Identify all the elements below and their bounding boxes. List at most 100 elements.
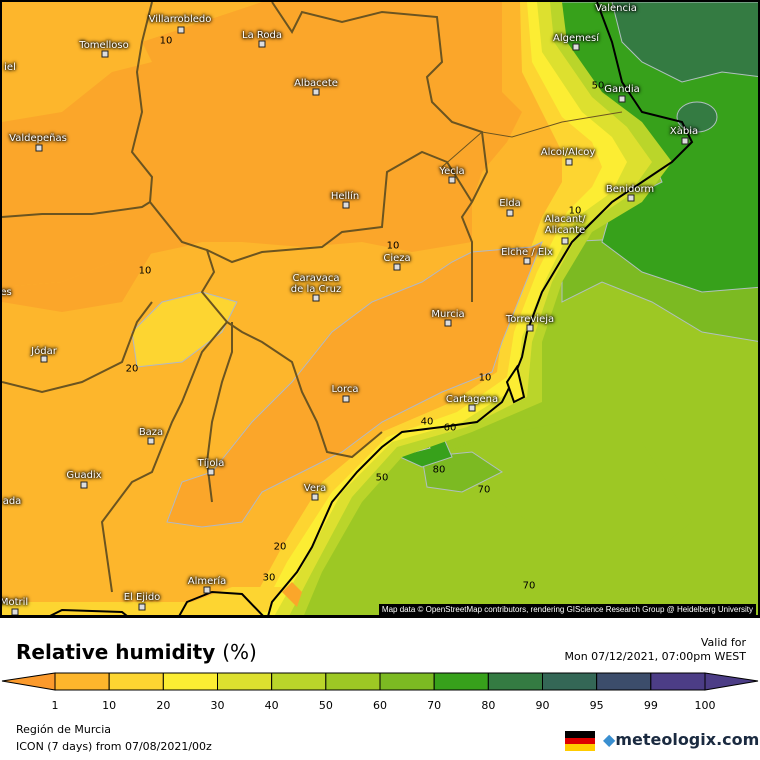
city-marker: [393, 263, 401, 271]
city-marker: [618, 95, 626, 103]
legend-tick-label: 95: [589, 699, 604, 712]
city-label: Villarrobledo: [148, 14, 212, 25]
legend-swatch: [108, 672, 164, 691]
color-legend: [1, 672, 759, 691]
city-marker: [312, 294, 320, 302]
city-marker: [468, 404, 476, 412]
legend-swatch: [271, 672, 327, 691]
city-marker: [138, 603, 146, 611]
legend-swatch: [596, 672, 652, 691]
chart-title: Relative humidity (%): [16, 640, 257, 664]
city-marker: [258, 40, 266, 48]
city-marker: [681, 137, 689, 145]
legend-tick-label: 80: [481, 699, 496, 712]
legend-tick-label: 99: [643, 699, 658, 712]
city-label: Torrevieja: [505, 314, 555, 325]
city-label: Valencia: [595, 3, 637, 14]
contour-label: 20: [125, 363, 139, 375]
city-marker: [311, 493, 319, 501]
logo-text: meteologix.com: [615, 730, 760, 749]
legend-swatch: [650, 672, 706, 691]
map-attribution: Map data © OpenStreetMap contributors, r…: [378, 604, 756, 615]
city-label: Motril: [0, 597, 29, 608]
germany-flag-icon: [565, 731, 595, 752]
city-label: ada: [2, 496, 22, 507]
city-marker: [35, 144, 43, 152]
legend-tick-label: 40: [264, 699, 279, 712]
contour-label: 70: [477, 484, 491, 496]
legend-tick-label: 100: [694, 699, 716, 712]
city-marker: [80, 481, 88, 489]
model-run: ICON (7 days) from 07/08/2021/00z: [16, 740, 212, 753]
city-label: Elche / Elx: [501, 247, 553, 258]
contour-label: 10: [138, 265, 152, 277]
city-marker: [40, 355, 48, 363]
city-marker: [526, 324, 534, 332]
legend-tick-label: 20: [156, 699, 171, 712]
city-label: Benidorm: [605, 184, 655, 195]
contour-label: 30: [262, 572, 276, 584]
city-marker: [561, 237, 569, 245]
city-marker: [444, 319, 452, 327]
humidity-map[interactable]: Valencia Villarrobledo Tomelloso La Roda…: [0, 0, 760, 618]
legend-swatch: [162, 672, 218, 691]
city-label: Baza: [138, 427, 164, 438]
city-label: es: [0, 287, 12, 298]
city-label: Jódar: [31, 346, 57, 357]
city-label: Vera: [303, 483, 327, 494]
city-label: Cartagena: [445, 394, 499, 405]
city-label: Cieza: [383, 253, 411, 264]
city-label: Alacant/ Alicante: [544, 214, 586, 236]
legend-tick-label: 30: [210, 699, 225, 712]
legend-tick-label: 1: [51, 699, 59, 712]
city-label: Albacete: [294, 78, 338, 89]
city-label: Lorca: [331, 384, 359, 395]
region-name: Región de Murcia: [16, 723, 111, 736]
contour-label: 50: [375, 472, 389, 484]
legend-swatch: [325, 672, 381, 691]
contour-label: 70: [522, 580, 536, 592]
city-label: Valdepeñas: [9, 133, 67, 144]
city-marker: [203, 586, 211, 594]
meteologix-logo[interactable]: ◆meteologix.com: [603, 730, 759, 749]
legend-swatch: [542, 672, 598, 691]
contour-label: 10: [159, 35, 173, 47]
city-label: iel: [4, 62, 16, 73]
city-marker: [523, 257, 531, 265]
city-marker: [207, 468, 215, 476]
legend-swatch: [54, 672, 110, 691]
legend-tick-label: 50: [318, 699, 333, 712]
contour-label: 40: [420, 416, 434, 428]
legend-swatch: [433, 672, 489, 691]
city-marker: [627, 194, 635, 202]
valid-time: Valid for Mon 07/12/2021, 07:00pm WEST: [564, 636, 746, 664]
city-label: Algemesí: [552, 33, 600, 44]
legend-arrow-high: [704, 672, 759, 691]
legend-tick-label: 70: [427, 699, 442, 712]
city-label: Hellín: [330, 191, 360, 202]
title-unit: (%): [222, 640, 257, 664]
city-label: Tíjola: [197, 458, 225, 469]
contour-label: 10: [478, 372, 492, 384]
city-marker: [101, 50, 109, 58]
city-label: La Roda: [242, 30, 282, 41]
city-label: Guadix: [66, 470, 102, 481]
logo-drop-icon: ◆: [603, 730, 616, 749]
city-marker: [11, 608, 19, 615]
contour-label: 10: [568, 205, 582, 217]
contour-label: 60: [443, 422, 457, 434]
city-marker: [565, 158, 573, 166]
city-marker: [448, 176, 456, 184]
city-marker: [506, 209, 514, 217]
city-label: Murcia: [431, 309, 465, 320]
legend-tick-label: 90: [535, 699, 550, 712]
legend-tick-label: 60: [373, 699, 387, 712]
map-fill: [2, 2, 758, 615]
legend-swatch: [217, 672, 273, 691]
city-label: Gandia: [604, 84, 640, 95]
city-label: Yecla: [439, 166, 465, 177]
legend-arrow-low: [1, 672, 56, 691]
city-label: Caravaca de la Cruz: [290, 273, 342, 295]
title-text: Relative humidity: [16, 640, 216, 664]
city-label: Elda: [499, 198, 521, 209]
